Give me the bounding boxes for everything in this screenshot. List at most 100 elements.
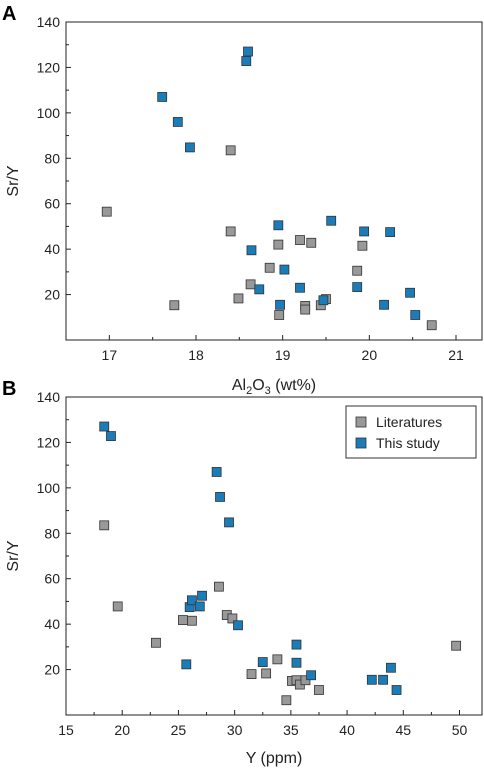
literatures-point — [451, 640, 462, 651]
x-axis-title-part: (wt%) — [271, 377, 316, 394]
literatures-point — [214, 581, 224, 592]
x-tick-label: 21 — [448, 347, 464, 363]
literatures-point — [352, 265, 363, 276]
x-axis-title: Y (ppm) — [246, 750, 303, 767]
literatures-point — [178, 615, 188, 625]
legend: Literatures This study — [345, 405, 477, 459]
plot-frame — [65, 21, 483, 341]
x-tick-label: 50 — [452, 722, 468, 738]
this-study-point — [378, 674, 388, 685]
x-axis-title-part: O — [252, 377, 264, 394]
this-study-point — [172, 117, 183, 127]
panel-label: B — [2, 378, 16, 400]
this-study-point — [99, 421, 110, 432]
this-study-point — [379, 299, 389, 310]
this-study-point — [233, 620, 243, 631]
this-study-point — [386, 662, 396, 673]
literatures-point — [101, 206, 112, 217]
legend-label: Literatures — [376, 414, 442, 430]
this-study-point — [366, 674, 377, 685]
literatures-point — [306, 237, 317, 248]
y-tick-label: 140 — [37, 389, 61, 405]
this-study-point — [254, 284, 265, 295]
this-study-point — [306, 670, 317, 681]
x-tick-label: 17 — [102, 347, 118, 363]
y-tick-label: 100 — [37, 105, 61, 121]
y-tick-label: 80 — [44, 150, 60, 166]
literatures-point — [261, 668, 272, 679]
literatures-point — [274, 310, 285, 320]
literatures-point — [245, 279, 256, 290]
literatures-point — [233, 293, 244, 304]
legend-swatch — [355, 416, 367, 428]
this-study-point — [295, 282, 305, 293]
this-study-point — [318, 295, 329, 306]
this-study-point — [291, 639, 302, 650]
literatures-point — [264, 262, 275, 273]
legend-box — [345, 405, 477, 459]
this-study-point — [385, 227, 396, 238]
this-study-point — [187, 595, 197, 606]
x-tick-label: 35 — [283, 722, 299, 738]
y-tick-label: 60 — [44, 571, 60, 587]
literatures-point — [295, 235, 305, 245]
this-study-point — [275, 299, 285, 310]
y-tick-label: 80 — [44, 525, 60, 541]
y-tick-label: 120 — [37, 434, 61, 450]
x-axis-title: Al2O3 (wt%) — [232, 377, 316, 397]
y-tick-label: 60 — [44, 196, 60, 212]
literatures-point — [300, 304, 311, 315]
this-study-point — [246, 245, 257, 256]
this-study-point — [215, 492, 225, 502]
literatures-point — [246, 669, 257, 680]
literatures-point — [272, 654, 283, 665]
this-study-point — [291, 657, 302, 668]
x-tick-label: 30 — [227, 722, 243, 738]
panel-b-scatter-y-ppm: B 15 20 25 30 35 40 45 50 20 40 60 80 100 120 140 Y (ppm… — [2, 378, 483, 767]
this-study-point — [391, 685, 402, 695]
x-tick-label: 19 — [275, 347, 291, 363]
literatures-point — [225, 226, 236, 237]
panel-a-scatter-al2o3: A 17 18 19 20 21 20 40 60 80 100 120 140 Al2O3 (wt%) S… — [2, 3, 483, 397]
panel-label: A — [2, 3, 16, 25]
this-study-point — [185, 142, 195, 153]
literatures-point — [151, 637, 161, 648]
this-study-point — [197, 590, 207, 601]
this-study-point — [273, 220, 284, 231]
x-tick-label: 20 — [362, 347, 378, 363]
x-axis-title-subscript: 2 — [246, 385, 252, 397]
x-axis-title-part: Y (ppm) — [246, 750, 303, 767]
legend-swatch — [355, 437, 367, 449]
this-study-point — [359, 226, 370, 237]
x-axis-title-part: Al — [232, 377, 246, 394]
this-study-point — [257, 657, 268, 667]
literatures-point — [227, 613, 238, 624]
y-axis-title: Sr/Y — [5, 165, 22, 196]
y-axis-title: Sr/Y — [5, 540, 22, 571]
this-study-point — [211, 467, 222, 477]
literatures-point — [225, 145, 236, 156]
this-study-point — [243, 46, 253, 57]
y-tick-label: 20 — [44, 287, 60, 303]
this-study-point — [157, 92, 168, 102]
y-tick-label: 120 — [37, 59, 61, 75]
this-study-point — [106, 431, 116, 441]
literatures-point — [112, 601, 123, 612]
y-tick-label: 100 — [37, 480, 61, 496]
this-study-point — [181, 659, 192, 670]
y-tick-label: 140 — [37, 14, 61, 30]
y-tick-label: 40 — [44, 616, 60, 632]
literatures-point — [281, 695, 292, 706]
this-study-point — [410, 310, 421, 320]
legend-label: This study — [376, 435, 440, 451]
x-tick-label: 18 — [188, 347, 204, 363]
y-tick-label: 20 — [44, 662, 60, 678]
this-study-point — [241, 56, 252, 66]
x-tick-label: 25 — [171, 722, 187, 738]
x-tick-label: 40 — [339, 722, 355, 738]
x-tick-label: 15 — [58, 722, 74, 738]
literatures-point — [357, 240, 368, 251]
this-study-point — [352, 282, 363, 292]
this-study-point — [224, 517, 234, 528]
